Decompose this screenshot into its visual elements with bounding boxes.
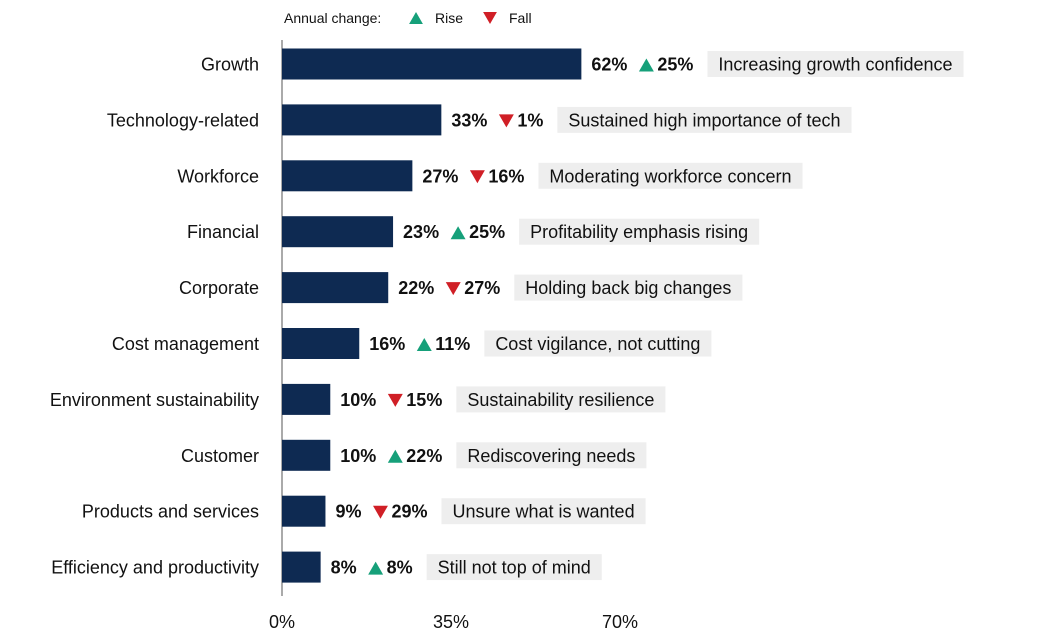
annotation-label: Unsure what is wanted: [452, 502, 634, 522]
bar: [282, 216, 394, 248]
change-label: 27%: [464, 278, 500, 298]
annotation-label: Moderating workforce concern: [549, 166, 791, 186]
rise-triangle-icon: [416, 338, 432, 351]
legend-rise-label: Rise: [435, 10, 463, 26]
fall-triangle-icon: [483, 12, 497, 24]
value-label: 22%: [398, 278, 434, 298]
annotation-background: [557, 106, 852, 133]
annotation-background: [514, 274, 743, 301]
change-label: 15%: [406, 390, 442, 410]
value-label: 62%: [591, 55, 627, 75]
annotation-background: [538, 162, 803, 189]
category-label: Technology-related: [107, 110, 259, 130]
bar: [282, 551, 321, 583]
category-label: Environment sustainability: [50, 390, 259, 410]
value-label: 23%: [403, 222, 439, 242]
bar-row: Financial 23% 25% Profitability emphasis ri…: [187, 216, 760, 248]
annotation-label: Profitability emphasis rising: [530, 222, 748, 242]
bar-row: Technology-related 33% 1% Sustained high im…: [107, 104, 852, 136]
legend: Annual change: Rise Fall: [284, 10, 532, 26]
change-label: 25%: [469, 222, 505, 242]
annotation-label: Holding back big changes: [525, 278, 731, 298]
annotation-label: Increasing growth confidence: [718, 55, 952, 75]
bar: [282, 272, 389, 304]
rise-triangle-icon: [638, 58, 654, 72]
annotation-background: [484, 330, 712, 357]
fall-triangle-icon: [387, 393, 403, 407]
annotation-background: [519, 218, 760, 245]
value-label: 9%: [335, 502, 361, 522]
fall-triangle-icon: [445, 282, 461, 296]
bar-row: Products and services 9% 29% Unsure what is…: [82, 495, 646, 527]
x-tick-label: 35%: [433, 612, 469, 632]
rise-triangle-icon: [409, 12, 423, 24]
rise-triangle-icon: [450, 226, 466, 240]
annotation-background: [707, 51, 964, 77]
fall-triangle-icon: [498, 114, 514, 128]
category-label: Growth: [201, 55, 259, 75]
rise-triangle-icon: [368, 561, 384, 575]
bar: [282, 160, 413, 192]
bar-row: Customer 10% 22% Rediscovering needs: [181, 439, 647, 471]
annotation-label: Sustained high importance of tech: [568, 110, 840, 130]
bar: [282, 104, 442, 136]
annotation-background: [441, 498, 646, 525]
x-tick-label: 0%: [269, 612, 295, 632]
legend-title: Annual change:: [284, 10, 381, 26]
bar: [282, 48, 582, 80]
bar: [282, 328, 360, 359]
change-label: 11%: [435, 334, 470, 354]
change-label: 29%: [391, 502, 427, 522]
x-tick-label: 70%: [602, 612, 638, 632]
category-label: Efficiency and productivity: [51, 558, 259, 578]
bar-row: Growth 62% 25% Increasing growth confidence: [201, 48, 964, 80]
category-label: Cost management: [112, 334, 259, 354]
annotation-background: [426, 554, 602, 581]
fall-triangle-icon: [469, 170, 485, 184]
bar-row: Workforce 27% 16% Moderating workforce conc…: [177, 160, 803, 192]
annotation-label: Sustainability resilience: [467, 390, 654, 410]
fall-triangle-icon: [372, 505, 388, 519]
bar: [282, 383, 331, 415]
change-label: 22%: [406, 446, 442, 466]
annotation-label: Still not top of mind: [438, 558, 591, 578]
rise-triangle-icon: [387, 449, 403, 463]
bar-row: Corporate 22% 27% Holding back big changes: [179, 272, 743, 304]
bar-row: Cost management 16% 11% Cost vigilance, not…: [112, 328, 712, 359]
value-label: 27%: [422, 166, 458, 186]
chart-rows: Growth 62% 25% Increasing growth confidence…: [50, 48, 964, 583]
value-label: 8%: [331, 558, 357, 578]
bar: [282, 495, 326, 527]
annotation-label: Rediscovering needs: [467, 446, 635, 466]
value-label: 33%: [451, 110, 487, 130]
change-label: 8%: [387, 558, 413, 578]
annotation-background: [456, 442, 647, 469]
category-label: Customer: [181, 446, 259, 466]
change-label: 1%: [517, 110, 543, 130]
bar-row: Environment sustainability 10% 15% Sustaina…: [50, 383, 666, 415]
bar-row: Efficiency and productivity 8% 8% Still not…: [51, 551, 602, 583]
category-label: Workforce: [177, 166, 259, 186]
annotation-background: [456, 386, 666, 413]
bar: [282, 439, 331, 471]
category-label: Corporate: [179, 278, 259, 298]
category-label: Products and services: [82, 502, 259, 522]
annotation-label: Cost vigilance, not cutting: [495, 334, 700, 354]
change-label: 16%: [488, 166, 524, 186]
value-label: 10%: [340, 390, 376, 410]
legend-fall-label: Fall: [509, 10, 532, 26]
change-label: 25%: [657, 55, 693, 75]
value-label: 16%: [369, 334, 405, 354]
category-label: Financial: [187, 222, 259, 242]
value-label: 10%: [340, 446, 376, 466]
